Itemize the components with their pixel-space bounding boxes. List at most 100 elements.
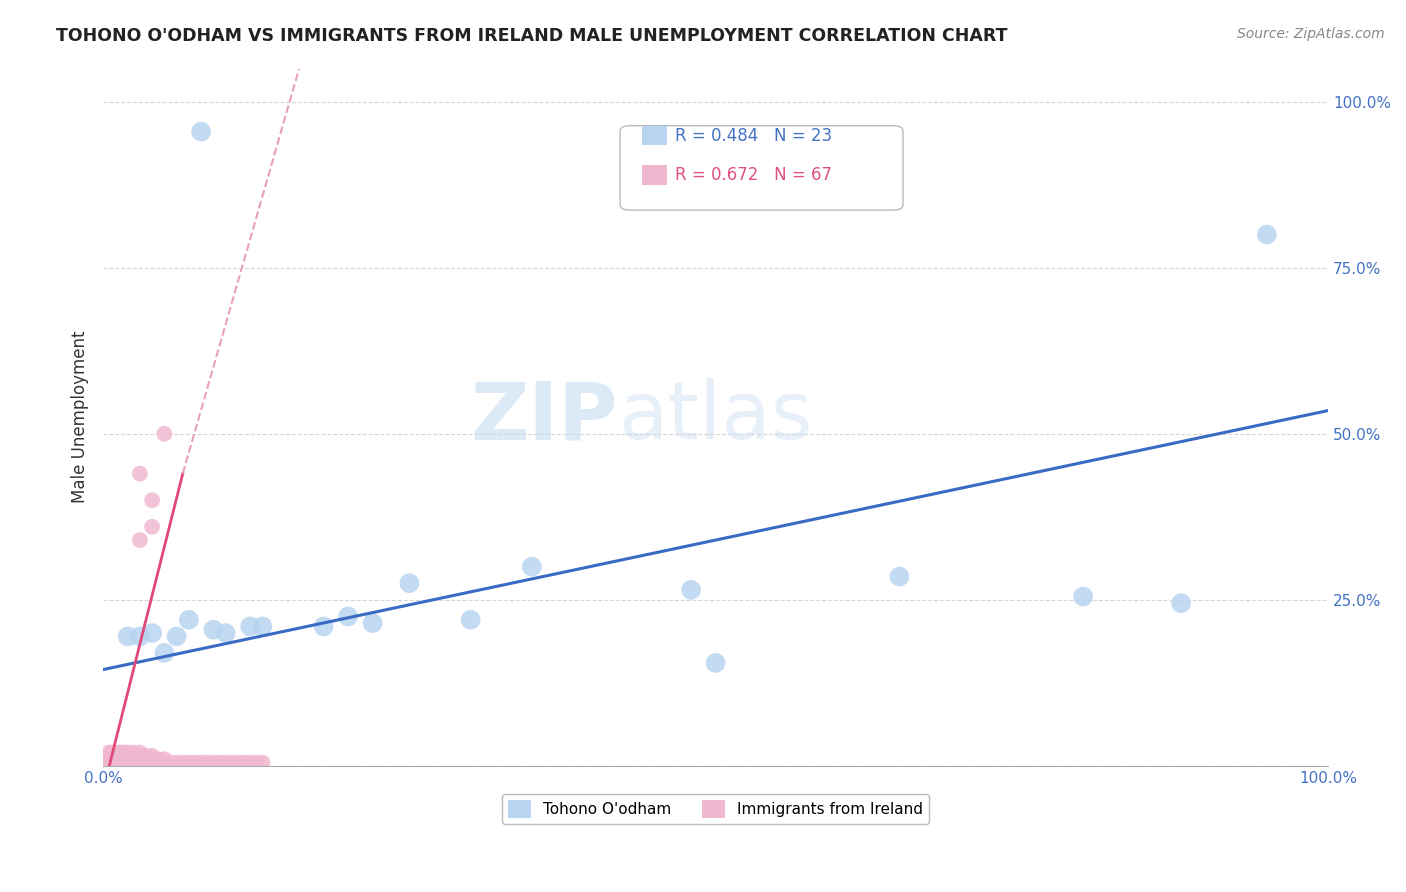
Point [135,748,157,763]
Point [337,609,360,624]
Text: ZIP: ZIP [471,378,617,456]
Point [104,752,127,766]
Text: R = 0.672   N = 67: R = 0.672 N = 67 [675,166,832,185]
FancyBboxPatch shape [620,126,903,211]
Y-axis label: Male Unemployment: Male Unemployment [72,331,89,503]
Point [141,756,163,770]
Point [190,125,212,139]
Point [104,748,127,763]
Point [252,619,274,633]
Point [128,756,150,770]
Point [128,746,150,760]
Point [108,746,131,760]
Point [108,752,131,766]
Point [166,756,188,770]
Point [153,756,176,770]
Point [202,756,225,770]
Point [104,746,127,760]
Point [177,756,200,770]
Point [100,752,122,766]
Point [141,748,163,763]
Point [110,748,132,763]
Point [172,756,194,770]
Point [214,626,236,640]
Point [681,582,703,597]
Bar [643,165,666,185]
Point [190,756,212,770]
Point [100,748,122,763]
Point [110,756,132,770]
Point [245,756,267,770]
Point [128,752,150,766]
Point [128,533,150,547]
Point [100,746,122,760]
Point [1071,590,1094,604]
Point [128,748,150,763]
Point [98,748,121,763]
Point [1170,596,1192,610]
Point [312,619,335,633]
Point [233,756,256,770]
Point [159,756,181,770]
Point [98,746,121,760]
Point [114,756,136,770]
Point [460,613,482,627]
Point [177,613,200,627]
Point [122,746,145,760]
Point [221,756,243,770]
Text: atlas: atlas [617,378,813,456]
Point [239,619,262,633]
Point [1256,227,1278,242]
Point [128,629,150,643]
Point [114,746,136,760]
Point [117,756,139,770]
Point [135,756,157,770]
Point [153,752,176,766]
Point [117,629,139,643]
Point [214,756,236,770]
Point [889,569,911,583]
Point [135,752,157,766]
Point [141,493,163,508]
Point [252,756,274,770]
Text: Source: ZipAtlas.com: Source: ZipAtlas.com [1237,27,1385,41]
Point [361,616,384,631]
Point [148,752,170,766]
Point [110,746,132,760]
Point [114,752,136,766]
Text: TOHONO O'ODHAM VS IMMIGRANTS FROM IRELAND MALE UNEMPLOYMENT CORRELATION CHART: TOHONO O'ODHAM VS IMMIGRANTS FROM IRELAN… [56,27,1008,45]
Point [195,756,218,770]
Point [114,748,136,763]
Point [117,752,139,766]
Point [108,748,131,763]
Point [128,467,150,481]
Point [100,756,122,770]
Point [104,756,127,770]
Point [98,756,121,770]
Point [117,748,139,763]
Point [108,756,131,770]
Point [141,626,163,640]
Point [117,746,139,760]
Point [122,752,145,766]
Bar [643,126,666,145]
Point [398,576,420,591]
Point [98,752,121,766]
Point [148,756,170,770]
Point [141,520,163,534]
Point [122,756,145,770]
Point [166,629,188,643]
Legend: Tohono O'odham, Immigrants from Ireland: Tohono O'odham, Immigrants from Ireland [502,794,929,824]
Point [202,623,225,637]
Point [153,426,176,441]
Point [520,559,543,574]
Point [208,756,231,770]
Point [239,756,262,770]
Point [110,752,132,766]
Point [122,748,145,763]
Point [226,756,249,770]
Point [153,646,176,660]
Point [704,656,727,670]
Point [184,756,207,770]
Point [141,752,163,766]
